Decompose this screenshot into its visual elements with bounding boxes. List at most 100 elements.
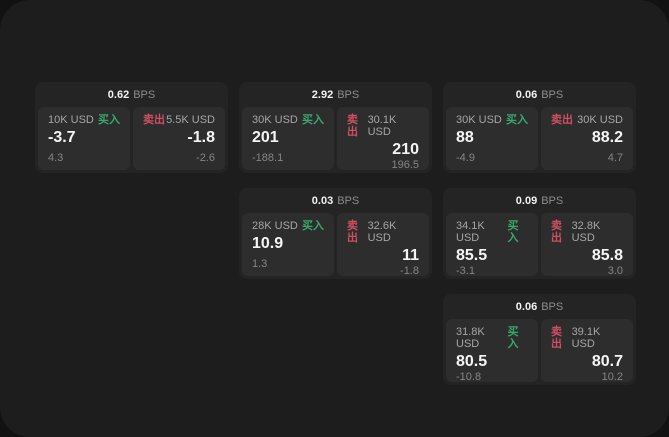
card-body: 31.8K USD 买入 80.5 -10.8 卖出 39.1K USD 80.… [446,319,633,383]
sell-panel-header: 卖出 32.8K USD [551,220,623,244]
sell-amount: 30K USD [577,114,623,126]
buy-amount: 10K USD [48,114,94,126]
bps-unit-label: BPS [133,88,156,101]
sell-sub-value: 10.2 [601,371,623,383]
buy-amount: 31.8K USD [456,326,485,350]
buy-tag: 买入 [507,326,519,350]
sell-price: 80.7 [591,353,623,370]
buy-sub-value: -3.1 [456,265,475,277]
quote-card: 0.03 BPS 28K USD 买入 10.9 1.3 卖出 32.6K US… [239,188,432,279]
buy-price: 201 [252,129,279,146]
buy-amount: 30K USD [456,114,502,126]
bps-unit-label: BPS [337,194,360,207]
card-body: 28K USD 买入 10.9 1.3 卖出 32.6K USD 11 -1.8 [242,213,429,277]
bps-unit-label: BPS [541,88,564,101]
bps-value: 2.92 [311,88,334,101]
buy-tag: 买入 [98,114,120,126]
buy-panel-header: 10K USD 买入 [48,114,120,126]
quote-card: 0.06 BPS 30K USD 买入 88 -4.9 卖出 30K USD 8… [443,82,636,173]
sell-panel[interactable]: 卖出 30K USD 88.2 4.7 [541,107,633,170]
buy-amount: 34.1K USD [456,220,485,244]
buy-sub-value: -188.1 [252,152,284,164]
bps-unit-label: BPS [337,88,360,101]
sell-price: 210 [392,141,419,158]
bps-unit-label: BPS [541,300,564,313]
sell-amount: 32.8K USD [571,220,601,244]
sell-panel-header: 卖出 32.6K USD [347,220,419,244]
buy-sub-value: -4.9 [456,152,475,164]
sell-panel-header: 卖出 30.1K USD [347,114,419,138]
sell-panel[interactable]: 卖出 5.5K USD -1.8 -2.6 [133,107,225,170]
card-header: 2.92 BPS [242,82,429,107]
buy-panel[interactable]: 30K USD 买入 201 -188.1 [242,107,334,170]
buy-sub-value: 4.3 [48,152,64,164]
sell-sub-value: 4.7 [607,152,623,164]
buy-panel-header: 34.1K USD 买入 [456,220,528,244]
buy-panel-header: 28K USD 买入 [252,220,324,232]
sell-tag: 卖出 [551,326,562,350]
buy-panel[interactable]: 28K USD 买入 10.9 1.3 [242,213,334,276]
sell-amount: 32.6K USD [367,220,397,244]
buy-sub-value: -10.8 [456,371,482,383]
sell-sub-value: -1.8 [400,265,419,277]
sell-sub-value: 196.5 [391,159,419,171]
buy-panel[interactable]: 31.8K USD 买入 80.5 -10.8 [446,319,538,383]
buy-panel-header: 30K USD 买入 [456,114,528,126]
sell-panel[interactable]: 卖出 30.1K USD 210 196.5 [337,107,429,171]
card-body: 30K USD 买入 88 -4.9 卖出 30K USD 88.2 4.7 [446,107,633,170]
buy-tag: 买入 [302,220,324,232]
buy-price: 80.5 [456,353,488,370]
bps-value: 0.03 [311,194,334,207]
sell-panel-header: 卖出 5.5K USD [143,114,215,126]
quote-cards-grid: 0.62 BPS 10K USD 买入 -3.7 4.3 卖出 5.5K USD… [35,82,636,385]
card-header: 0.62 BPS [38,82,225,107]
sell-price: 88.2 [591,129,623,146]
quote-card: 0.62 BPS 10K USD 买入 -3.7 4.3 卖出 5.5K USD… [35,82,228,173]
card-header: 0.09 BPS [446,188,633,213]
bps-value: 0.62 [107,88,130,101]
card-body: 10K USD 买入 -3.7 4.3 卖出 5.5K USD -1.8 -2.… [38,107,225,170]
quote-card: 0.09 BPS 34.1K USD 买入 85.5 -3.1 卖出 32.8K… [443,188,636,279]
sell-tag: 卖出 [143,114,165,126]
bps-value: 0.06 [515,88,538,101]
sell-tag: 卖出 [551,114,573,126]
buy-sub-value: 1.3 [252,258,268,270]
buy-panel[interactable]: 30K USD 买入 88 -4.9 [446,107,538,170]
buy-panel[interactable]: 34.1K USD 买入 85.5 -3.1 [446,213,538,277]
card-header: 0.06 BPS [446,294,633,319]
quote-card: 0.06 BPS 31.8K USD 买入 80.5 -10.8 卖出 39.1… [443,294,636,385]
sell-price: 85.8 [591,247,623,264]
buy-panel-header: 31.8K USD 买入 [456,326,528,350]
sell-sub-value: 3.0 [607,265,623,277]
sell-amount: 5.5K USD [166,114,215,126]
buy-tag: 买入 [302,114,324,126]
card-body: 34.1K USD 买入 85.5 -3.1 卖出 32.8K USD 85.8… [446,213,633,277]
buy-amount: 28K USD [252,220,298,232]
card-header: 0.03 BPS [242,188,429,213]
sell-price: 11 [402,247,419,264]
bps-value: 0.06 [515,300,538,313]
sell-tag: 卖出 [551,220,562,244]
sell-panel-header: 卖出 39.1K USD [551,326,623,350]
bps-unit-label: BPS [541,194,564,207]
sell-price: -1.8 [187,129,215,146]
quote-card: 2.92 BPS 30K USD 买入 201 -188.1 卖出 30.1K … [239,82,432,173]
buy-panel[interactable]: 10K USD 买入 -3.7 4.3 [38,107,130,170]
bps-value: 0.09 [515,194,538,207]
buy-amount: 30K USD [252,114,298,126]
sell-amount: 39.1K USD [571,326,601,350]
sell-amount: 30.1K USD [367,114,397,138]
sell-panel[interactable]: 卖出 32.6K USD 11 -1.8 [337,213,429,277]
buy-price: 88 [456,129,474,146]
buy-tag: 买入 [506,114,528,126]
buy-price: 10.9 [252,235,284,252]
card-header: 0.06 BPS [446,82,633,107]
buy-price: -3.7 [48,129,76,146]
sell-tag: 卖出 [347,220,358,244]
sell-panel[interactable]: 卖出 32.8K USD 85.8 3.0 [541,213,633,277]
sell-panel[interactable]: 卖出 39.1K USD 80.7 10.2 [541,319,633,383]
sell-tag: 卖出 [347,114,358,138]
buy-panel-header: 30K USD 买入 [252,114,324,126]
sell-panel-header: 卖出 30K USD [551,114,623,126]
